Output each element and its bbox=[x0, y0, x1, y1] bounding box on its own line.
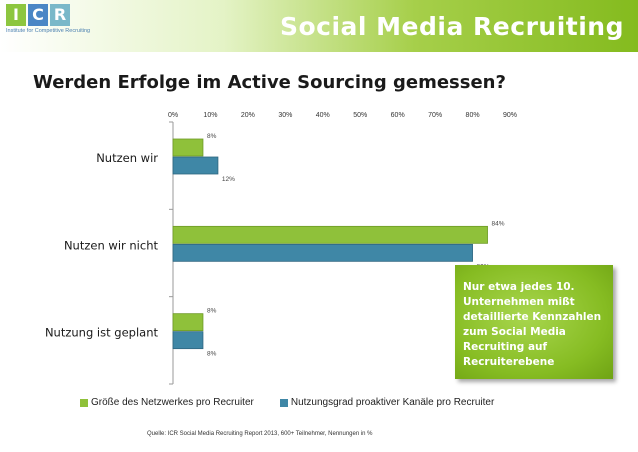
legend-swatch-blue bbox=[279, 398, 288, 407]
bar bbox=[172, 138, 204, 157]
category-label: Nutzen wir bbox=[96, 151, 158, 165]
bar bbox=[172, 225, 488, 244]
x-tick-label: 50% bbox=[353, 112, 367, 119]
category-label: Nutzung ist geplant bbox=[45, 326, 159, 340]
x-tick-label: 10% bbox=[203, 112, 217, 119]
header-banner: I C R Institute for Competitive Recruiti… bbox=[0, 0, 638, 52]
x-tick-label: 70% bbox=[428, 112, 442, 119]
x-tick-label: 80% bbox=[466, 112, 480, 119]
callout-box: Nur etwa jedes 10. Unternehmen mißt deta… bbox=[455, 265, 613, 379]
page-title: Social Media Recruiting bbox=[279, 12, 624, 41]
bar bbox=[172, 243, 473, 262]
question-heading: Werden Erfolge im Active Sourcing gemess… bbox=[33, 72, 506, 93]
logo-tagline: Institute for Competitive Recruiting bbox=[6, 28, 91, 34]
data-label: 8% bbox=[207, 308, 217, 315]
data-label: 84% bbox=[492, 220, 505, 227]
chart-legend: Größe des Netzwerkes pro Recruiter Nutzu… bbox=[80, 397, 520, 408]
x-tick-label: 60% bbox=[391, 112, 405, 119]
category-label: Nutzen wir nicht bbox=[64, 238, 159, 252]
legend-item-usage-degree: Nutzungsgrad proaktiver Kanäle pro Recru… bbox=[279, 397, 495, 408]
bar bbox=[172, 156, 219, 175]
x-tick-label: 0% bbox=[168, 112, 178, 119]
logo-letter-c: C bbox=[28, 4, 48, 26]
data-label: 12% bbox=[222, 176, 235, 183]
x-tick-label: 30% bbox=[278, 112, 292, 119]
logo-letter-r: R bbox=[50, 4, 70, 26]
legend-swatch-green bbox=[80, 398, 88, 407]
legend-item-network-size: Größe des Netzwerkes pro Recruiter bbox=[80, 397, 254, 408]
logo-letter-i: I bbox=[6, 4, 26, 26]
bar bbox=[172, 331, 204, 350]
x-tick-label: 90% bbox=[503, 112, 517, 119]
bar bbox=[172, 313, 204, 332]
legend-label-usage-degree: Nutzungsgrad proaktiver Kanäle pro Recru… bbox=[290, 397, 495, 408]
legend-label-network-size: Größe des Netzwerkes pro Recruiter bbox=[91, 397, 254, 408]
data-label: 8% bbox=[207, 351, 217, 358]
icr-logo: I C R Institute for Competitive Recruiti… bbox=[6, 4, 91, 44]
source-note: Quelle: ICR Social Media Recruiting Repo… bbox=[147, 431, 373, 437]
data-label: 8% bbox=[207, 133, 217, 140]
x-tick-label: 20% bbox=[241, 112, 255, 119]
x-tick-label: 40% bbox=[316, 112, 330, 119]
